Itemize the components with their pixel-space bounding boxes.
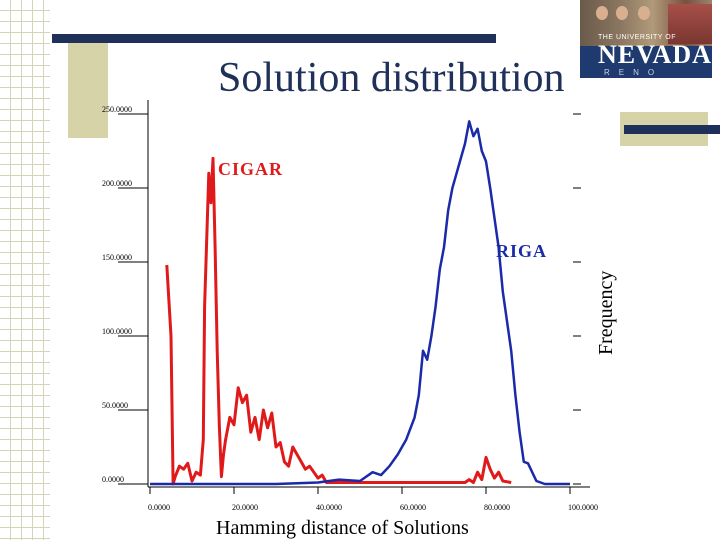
university-logo: THE UNIVERSITY OF NEVADA RENO	[580, 0, 712, 78]
logo-face-1	[596, 6, 608, 20]
y-axis-title: Frequency	[595, 271, 617, 355]
slide-title: Solution distribution	[218, 54, 565, 102]
x-tick-label: 0.0000	[148, 503, 170, 512]
line-chart: 0.0000 50.0000 100.0000 150.0000 200.0000 250…	[100, 100, 620, 540]
logo-line2: NEVADA	[598, 40, 712, 70]
decor-navy-bar-right	[624, 125, 720, 134]
x-tick-label: 40.0000	[316, 503, 342, 512]
decor-navy-bar-top	[52, 34, 496, 43]
y-tick-label: 50.0000	[102, 401, 128, 410]
x-axis-title: Hamming distance of Solutions	[216, 517, 469, 539]
legend-label-cigar: CIGAR	[218, 159, 283, 179]
y-tick-label: 0.0000	[102, 475, 124, 484]
chart-container: 0.0000 50.0000 100.0000 150.0000 200.0000 250…	[100, 100, 620, 540]
logo-face-2	[616, 6, 628, 20]
x-tick-label: 20.0000	[232, 503, 258, 512]
x-ticks: 0.0000 20.0000 40.0000 60.0000 80.0000 100.00…	[148, 487, 598, 512]
legend-label-riga: RIGA	[496, 241, 547, 261]
logo-face-3	[638, 6, 650, 20]
y-tick-label: 150.0000	[102, 253, 132, 262]
x-tick-label: 80.0000	[484, 503, 510, 512]
background-grid-strip	[0, 0, 50, 540]
y-tick-label: 250.0000	[102, 105, 132, 114]
y-tick-label: 100.0000	[102, 327, 132, 336]
x-tick-label: 100.0000	[568, 503, 598, 512]
logo-line3: RENO	[604, 68, 663, 77]
x-tick-label: 60.0000	[400, 503, 426, 512]
y-tick-label: 200.0000	[102, 179, 132, 188]
